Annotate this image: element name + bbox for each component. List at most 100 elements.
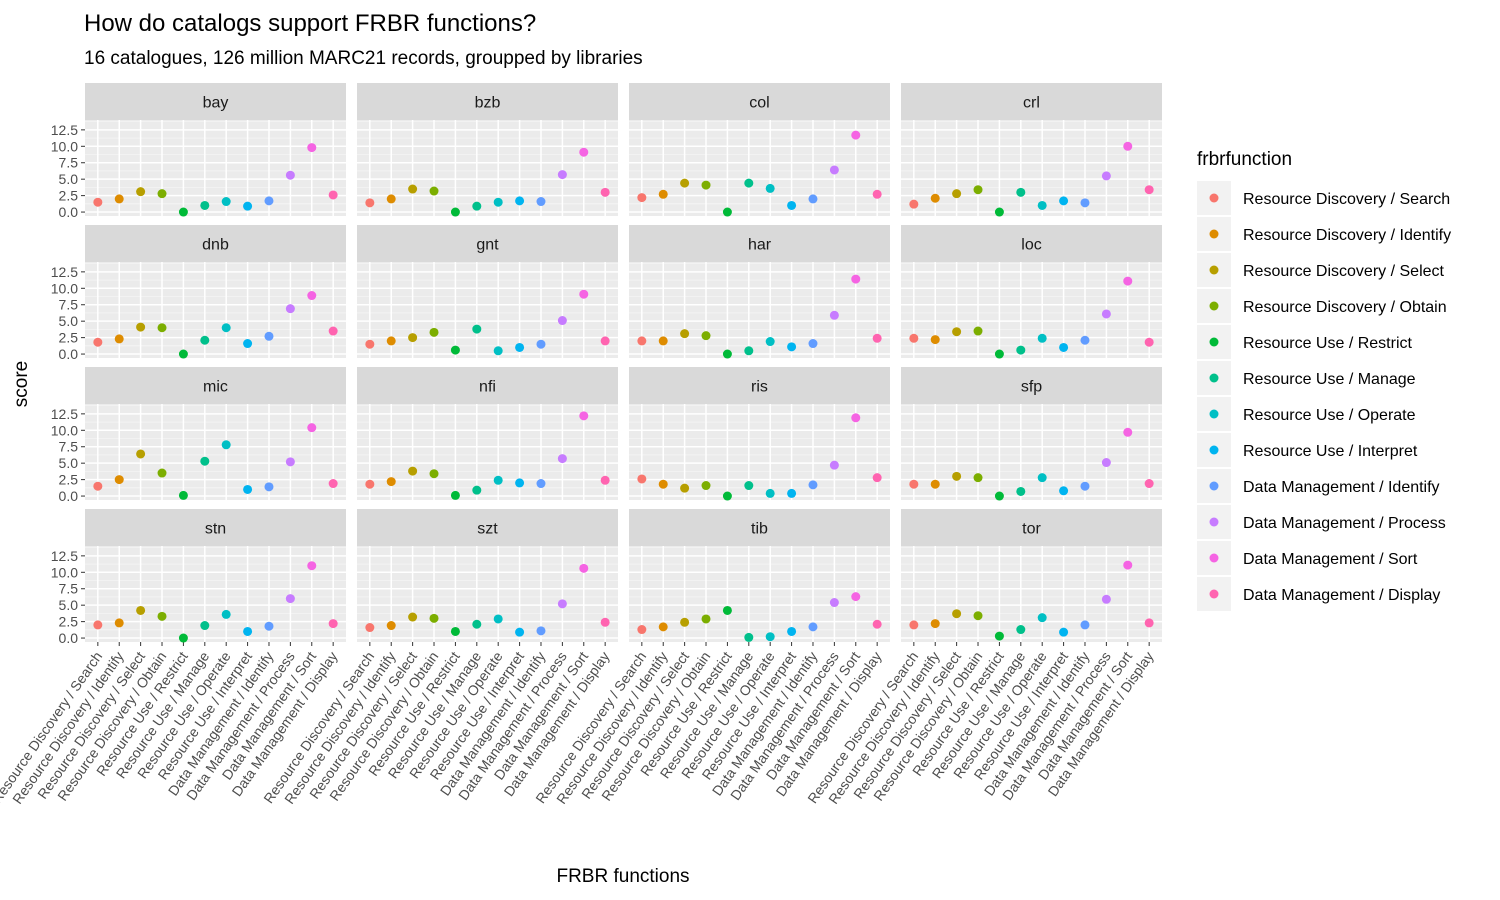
data-point <box>909 479 919 489</box>
data-point <box>1101 458 1111 468</box>
data-point <box>973 611 983 621</box>
strip-background <box>85 83 346 120</box>
data-point <box>221 323 231 333</box>
strip-background <box>629 83 890 120</box>
data-point <box>994 207 1004 217</box>
strip-background <box>85 225 346 262</box>
legend-label: Resource Discovery / Search <box>1243 191 1450 208</box>
data-point <box>557 170 567 180</box>
data-point <box>680 329 690 339</box>
data-point <box>307 561 317 571</box>
data-point <box>808 194 818 204</box>
data-point <box>722 491 732 501</box>
data-point <box>1123 427 1133 437</box>
data-point <box>930 619 940 629</box>
data-point <box>264 482 274 492</box>
data-point <box>178 349 188 359</box>
data-point <box>973 473 983 483</box>
data-point <box>1123 141 1133 151</box>
data-point <box>658 479 668 489</box>
data-point <box>178 633 188 643</box>
data-point <box>493 614 503 624</box>
legend-label: Resource Discovery / Obtain <box>1243 299 1447 316</box>
data-point <box>808 480 818 490</box>
panel-background <box>901 404 1162 500</box>
legend-key-dot <box>1209 517 1219 527</box>
data-point <box>285 594 295 604</box>
legend-label: Data Management / Sort <box>1243 551 1418 568</box>
data-point <box>264 331 274 341</box>
y-tick-label: 10.0 <box>51 564 78 580</box>
data-point <box>114 618 124 628</box>
strip-label: dnb <box>202 237 229 254</box>
data-point <box>1080 335 1090 345</box>
data-point <box>307 143 317 153</box>
y-tick-label: 2.5 <box>59 472 79 488</box>
data-point <box>221 197 231 207</box>
data-point <box>680 617 690 627</box>
data-point <box>1123 560 1133 570</box>
data-point <box>557 316 567 326</box>
data-point <box>243 339 253 349</box>
legend-item: Resource Use / Manage <box>1197 361 1416 395</box>
y-tick-label: 12.5 <box>51 264 78 280</box>
data-point <box>829 165 839 175</box>
data-point <box>1037 333 1047 343</box>
data-point <box>744 346 754 356</box>
y-tick-label: 10.0 <box>51 422 78 438</box>
data-point <box>200 200 210 210</box>
legend-item: Resource Discovery / Obtain <box>1197 289 1447 323</box>
legend-key-dot <box>1209 409 1219 419</box>
strip-background <box>901 225 1162 262</box>
legend-key-dot <box>1209 301 1219 311</box>
data-point <box>930 335 940 345</box>
legend-key-dot <box>1209 553 1219 563</box>
data-point <box>851 130 861 140</box>
data-point <box>1016 486 1026 496</box>
data-point <box>1144 479 1154 489</box>
data-point <box>600 475 610 485</box>
legend-item: Data Management / Display <box>1197 577 1440 611</box>
panel-background <box>357 404 618 500</box>
data-point <box>536 339 546 349</box>
data-point <box>429 613 439 623</box>
panel-background <box>901 262 1162 358</box>
data-point <box>1016 187 1026 197</box>
data-point <box>307 423 317 433</box>
panel-background <box>85 262 346 358</box>
data-point <box>515 196 525 206</box>
data-point <box>680 178 690 188</box>
data-point <box>536 626 546 636</box>
y-tick-label: 10.0 <box>51 138 78 154</box>
y-tick-label: 7.5 <box>59 581 79 597</box>
data-point <box>637 336 647 346</box>
legend-label: Data Management / Display <box>1243 587 1440 604</box>
data-point <box>1123 276 1133 286</box>
data-point <box>765 488 775 498</box>
legend-key-dot <box>1209 193 1219 203</box>
data-point <box>1037 200 1047 210</box>
legend-key-dot <box>1209 481 1219 491</box>
legend-item: Resource Use / Interpret <box>1197 433 1418 467</box>
data-point <box>386 336 396 346</box>
panel-bzb: bzb <box>357 83 618 217</box>
panel-background <box>357 546 618 642</box>
data-point <box>658 189 668 199</box>
data-point <box>328 190 338 200</box>
data-point <box>221 609 231 619</box>
y-tick-label: 0.0 <box>59 630 79 646</box>
strip-background <box>357 225 618 262</box>
panel-background <box>629 404 890 500</box>
data-point <box>680 483 690 493</box>
legend-items: Resource Discovery / Search Resource Disc… <box>1197 181 1451 611</box>
data-point <box>722 605 732 615</box>
data-point <box>829 598 839 608</box>
data-point <box>285 170 295 180</box>
x-axis-title: FRBR functions <box>556 866 689 887</box>
panel-background <box>357 262 618 358</box>
data-point <box>285 304 295 314</box>
legend-item: Resource Use / Restrict <box>1197 325 1412 359</box>
y-tick-label: 0.0 <box>59 488 79 504</box>
data-point <box>114 334 124 344</box>
panel-crl: crl <box>901 83 1162 217</box>
